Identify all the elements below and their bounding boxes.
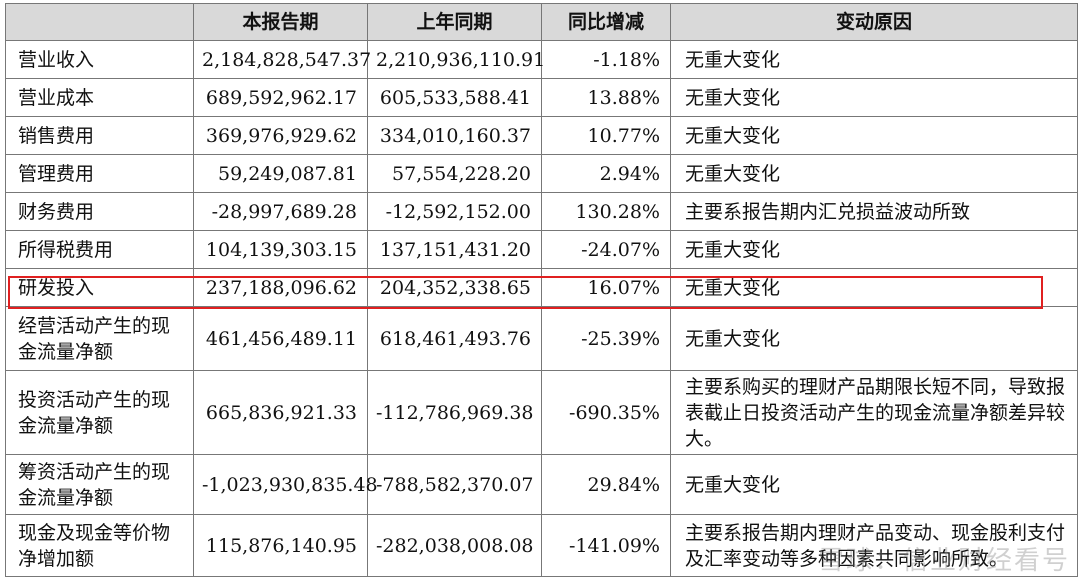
row-prior: 137,151,431.20 — [367, 230, 542, 269]
row-prior: 57,554,228.20 — [367, 154, 542, 193]
header-current-period: 本报告期 — [193, 3, 368, 41]
row-current: 689,592,962.17 — [193, 78, 368, 117]
row-reason: 无重大变化 — [670, 306, 1078, 371]
table-row: 营业收入 2,184,828,547.37 2,210,936,110.91 -… — [5, 40, 1078, 79]
row-item: 现金及现金等价物净增加额 — [5, 514, 194, 577]
row-reason: 无重大变化 — [670, 154, 1078, 193]
table-row: 所得税费用 104,139,303.15 137,151,431.20 -24.… — [5, 230, 1078, 269]
row-current: 237,188,096.62 — [193, 268, 368, 307]
header-item — [5, 3, 194, 41]
row-prior: 334,010,160.37 — [367, 116, 542, 155]
row-prior: -12,592,152.00 — [367, 192, 542, 231]
row-prior: 605,533,588.41 — [367, 78, 542, 117]
row-current: 461,456,489.11 — [193, 306, 368, 371]
row-prior: -112,786,969.38 — [367, 370, 542, 455]
row-reason: 主要系报告期内汇兑损益波动所致 — [670, 192, 1078, 231]
table-row-highlighted: 研发投入 237,188,096.62 204,352,338.65 16.07… — [5, 268, 1078, 307]
row-current: 104,139,303.15 — [193, 230, 368, 269]
row-item: 经营活动产生的现金流量净额 — [5, 306, 194, 371]
watermark: 雪球：信业财经看号 — [817, 546, 1070, 576]
row-reason: 主要系购买的理财产品期限长短不同，导致报表截止日投资活动产生的现金流量净额差异较… — [670, 370, 1078, 455]
row-reason: 主要系报告期内理财产品变动、现金股利支付及汇率变动等多种因素共同影响所致。 — [670, 514, 1078, 577]
row-current: -28,997,689.28 — [193, 192, 368, 231]
row-current: -1,023,930,835.48 — [193, 454, 378, 515]
table-header-row: 本报告期 上年同期 同比增减 变动原因 — [5, 3, 1078, 41]
row-reason: 无重大变化 — [670, 78, 1078, 117]
row-reason: 无重大变化 — [670, 268, 1078, 307]
row-current: 665,836,921.33 — [193, 370, 368, 455]
row-reason: 无重大变化 — [670, 230, 1078, 269]
table-row: 筹资活动产生的现金流量净额 -1,023,930,835.48 -788,582… — [5, 454, 1078, 515]
header-reason: 变动原因 — [670, 3, 1078, 41]
row-reason: 无重大变化 — [670, 454, 1078, 515]
table-row: 财务费用 -28,997,689.28 -12,592,152.00 130.2… — [5, 192, 1078, 231]
row-current: 115,876,140.95 — [193, 514, 368, 577]
row-item: 投资活动产生的现金流量净额 — [5, 370, 194, 455]
row-item: 研发投入 — [5, 268, 194, 307]
row-prior: 204,352,338.65 — [367, 268, 542, 307]
header-prior-period: 上年同期 — [367, 3, 542, 41]
row-item: 营业成本 — [5, 78, 194, 117]
row-prior: -282,038,008.08 — [367, 514, 542, 577]
row-item: 管理费用 — [5, 154, 194, 193]
row-change: -1.18% — [541, 40, 671, 79]
row-current: 59,249,087.81 — [193, 154, 368, 193]
table-row: 管理费用 59,249,087.81 57,554,228.20 2.94% 无… — [5, 154, 1078, 193]
table-row: 经营活动产生的现金流量净额 461,456,489.11 618,461,493… — [5, 306, 1078, 371]
row-item: 财务费用 — [5, 192, 194, 231]
row-change: 130.28% — [541, 192, 671, 231]
row-prior: 2,210,936,110.91 — [367, 40, 545, 79]
row-change: -141.09% — [541, 514, 671, 577]
table-row: 销售费用 369,976,929.62 334,010,160.37 10.77… — [5, 116, 1078, 155]
financial-table: 本报告期 上年同期 同比增减 变动原因 营业收入 2,184,828,547.3… — [5, 3, 1078, 577]
row-item: 营业收入 — [5, 40, 194, 79]
row-change: -690.35% — [541, 370, 671, 455]
row-prior: -788,582,370.07 — [367, 454, 542, 515]
row-change: 13.88% — [541, 78, 671, 117]
row-current: 2,184,828,547.37 — [193, 40, 371, 79]
row-current: 369,976,929.62 — [193, 116, 368, 155]
row-reason: 无重大变化 — [670, 40, 1078, 79]
row-change: 16.07% — [541, 268, 671, 307]
row-item: 所得税费用 — [5, 230, 194, 269]
row-reason: 无重大变化 — [670, 116, 1078, 155]
row-change: -25.39% — [541, 306, 671, 371]
header-yoy-change: 同比增减 — [541, 3, 671, 41]
table-row: 投资活动产生的现金流量净额 665,836,921.33 -112,786,96… — [5, 370, 1078, 455]
row-change: 2.94% — [541, 154, 671, 193]
table-row: 营业成本 689,592,962.17 605,533,588.41 13.88… — [5, 78, 1078, 117]
table-row: 现金及现金等价物净增加额 115,876,140.95 -282,038,008… — [5, 514, 1078, 577]
row-change: 10.77% — [541, 116, 671, 155]
row-item: 销售费用 — [5, 116, 194, 155]
row-change: -24.07% — [541, 230, 671, 269]
row-change: 29.84% — [541, 454, 671, 515]
row-item: 筹资活动产生的现金流量净额 — [5, 454, 194, 515]
row-prior: 618,461,493.76 — [367, 306, 542, 371]
